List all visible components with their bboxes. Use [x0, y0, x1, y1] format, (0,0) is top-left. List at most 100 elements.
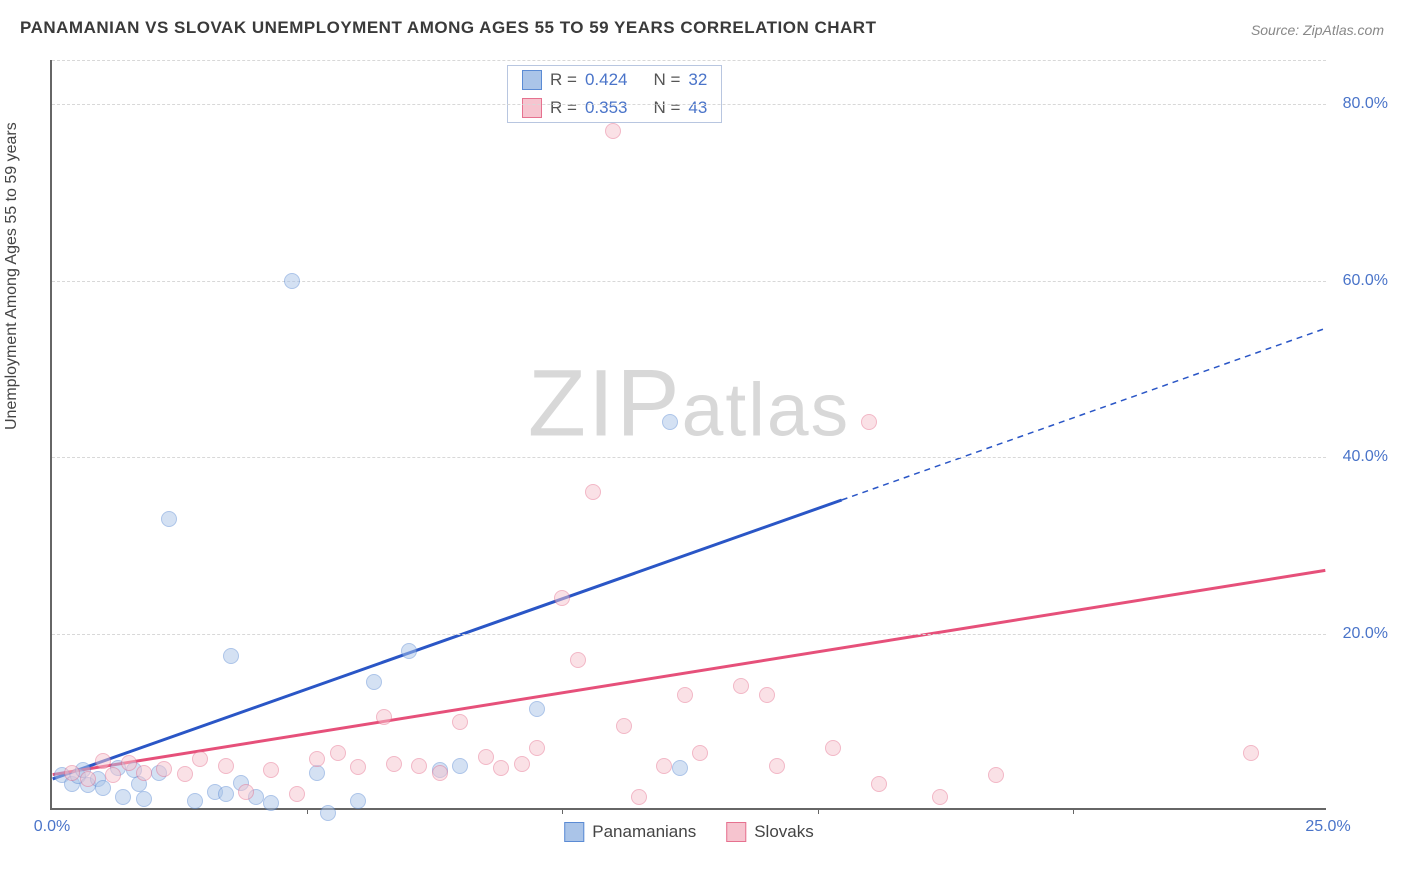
gridline: [52, 457, 1326, 458]
legend-swatch: [522, 70, 542, 90]
data-point: [631, 789, 647, 805]
data-point: [478, 749, 494, 765]
gridline: [52, 60, 1326, 61]
gridline: [52, 104, 1326, 105]
legend-r-value: 0.424: [585, 70, 628, 90]
legend-r-label: R =: [550, 98, 577, 118]
data-point: [871, 776, 887, 792]
plot-area: ZIPatlas R =0.424N =32R =0.353N =43 Pana…: [50, 60, 1326, 810]
data-point: [432, 765, 448, 781]
data-point: [263, 762, 279, 778]
data-point: [218, 758, 234, 774]
data-point: [988, 767, 1004, 783]
data-point: [401, 643, 417, 659]
data-point: [238, 784, 254, 800]
legend-series-name: Slovaks: [754, 822, 814, 842]
legend-swatch: [726, 822, 746, 842]
data-point: [825, 740, 841, 756]
data-point: [411, 758, 427, 774]
data-point: [570, 652, 586, 668]
data-point: [452, 758, 468, 774]
data-point: [376, 709, 392, 725]
y-axis-label: Unemployment Among Ages 55 to 59 years: [3, 122, 21, 430]
legend-item: Slovaks: [726, 822, 814, 842]
x-tick-mark: [1073, 808, 1074, 814]
data-point: [672, 760, 688, 776]
data-point: [105, 767, 121, 783]
data-point: [585, 484, 601, 500]
data-point: [192, 751, 208, 767]
data-point: [218, 786, 234, 802]
data-point: [309, 751, 325, 767]
x-tick-label: 0.0%: [34, 818, 70, 836]
data-point: [223, 648, 239, 664]
legend-n-value: 32: [688, 70, 707, 90]
data-point: [733, 678, 749, 694]
watermark: ZIPatlas: [528, 350, 850, 459]
data-point: [386, 756, 402, 772]
data-point: [284, 273, 300, 289]
data-point: [366, 674, 382, 690]
chart-title: PANAMANIAN VS SLOVAK UNEMPLOYMENT AMONG …: [20, 18, 876, 38]
data-point: [161, 511, 177, 527]
y-tick-label: 80.0%: [1333, 95, 1388, 113]
data-point: [177, 766, 193, 782]
data-point: [529, 701, 545, 717]
legend-n-value: 43: [688, 98, 707, 118]
data-point: [187, 793, 203, 809]
data-point: [554, 590, 570, 606]
legend-item: Panamanians: [564, 822, 696, 842]
data-point: [309, 765, 325, 781]
legend-stat-row: R = 0.424 N = 32: [508, 66, 721, 94]
data-point: [136, 765, 152, 781]
legend-n-label: N =: [653, 70, 680, 90]
data-point: [452, 714, 468, 730]
data-point: [1243, 745, 1259, 761]
data-point: [529, 740, 545, 756]
data-point: [263, 795, 279, 811]
legend-swatch: [522, 98, 542, 118]
data-point: [932, 789, 948, 805]
legend-r-label: R =: [550, 70, 577, 90]
y-tick-label: 20.0%: [1333, 625, 1388, 643]
legend-swatch: [564, 822, 584, 842]
data-point: [759, 687, 775, 703]
data-point: [350, 793, 366, 809]
data-point: [769, 758, 785, 774]
y-tick-label: 40.0%: [1333, 448, 1388, 466]
data-point: [330, 745, 346, 761]
legend-bottom: Panamanians Slovaks: [564, 822, 814, 842]
legend-top: R = 0.424 N = 32 R = 0.353 N = 43: [507, 65, 722, 123]
data-point: [861, 414, 877, 430]
data-point: [115, 789, 131, 805]
x-tick-mark: [818, 808, 819, 814]
x-tick-mark: [307, 808, 308, 814]
data-point: [320, 805, 336, 821]
data-point: [514, 756, 530, 772]
data-point: [493, 760, 509, 776]
data-point: [156, 761, 172, 777]
legend-stat-row: R = 0.353 N = 43: [508, 94, 721, 122]
data-point: [350, 759, 366, 775]
legend-r-value: 0.353: [585, 98, 628, 118]
data-point: [95, 780, 111, 796]
legend-series-name: Panamanians: [592, 822, 696, 842]
legend-n-label: N =: [653, 98, 680, 118]
data-point: [692, 745, 708, 761]
gridline: [52, 281, 1326, 282]
data-point: [80, 771, 96, 787]
x-tick-mark: [562, 808, 563, 814]
x-tick-label: 25.0%: [1305, 818, 1350, 836]
data-point: [289, 786, 305, 802]
data-point: [64, 765, 80, 781]
source-label: Source: ZipAtlas.com: [1251, 22, 1384, 38]
data-point: [616, 718, 632, 734]
data-point: [677, 687, 693, 703]
data-point: [121, 755, 137, 771]
data-point: [656, 758, 672, 774]
data-point: [605, 123, 621, 139]
data-point: [662, 414, 678, 430]
gridline: [52, 634, 1326, 635]
y-tick-label: 60.0%: [1333, 272, 1388, 290]
data-point: [136, 791, 152, 807]
